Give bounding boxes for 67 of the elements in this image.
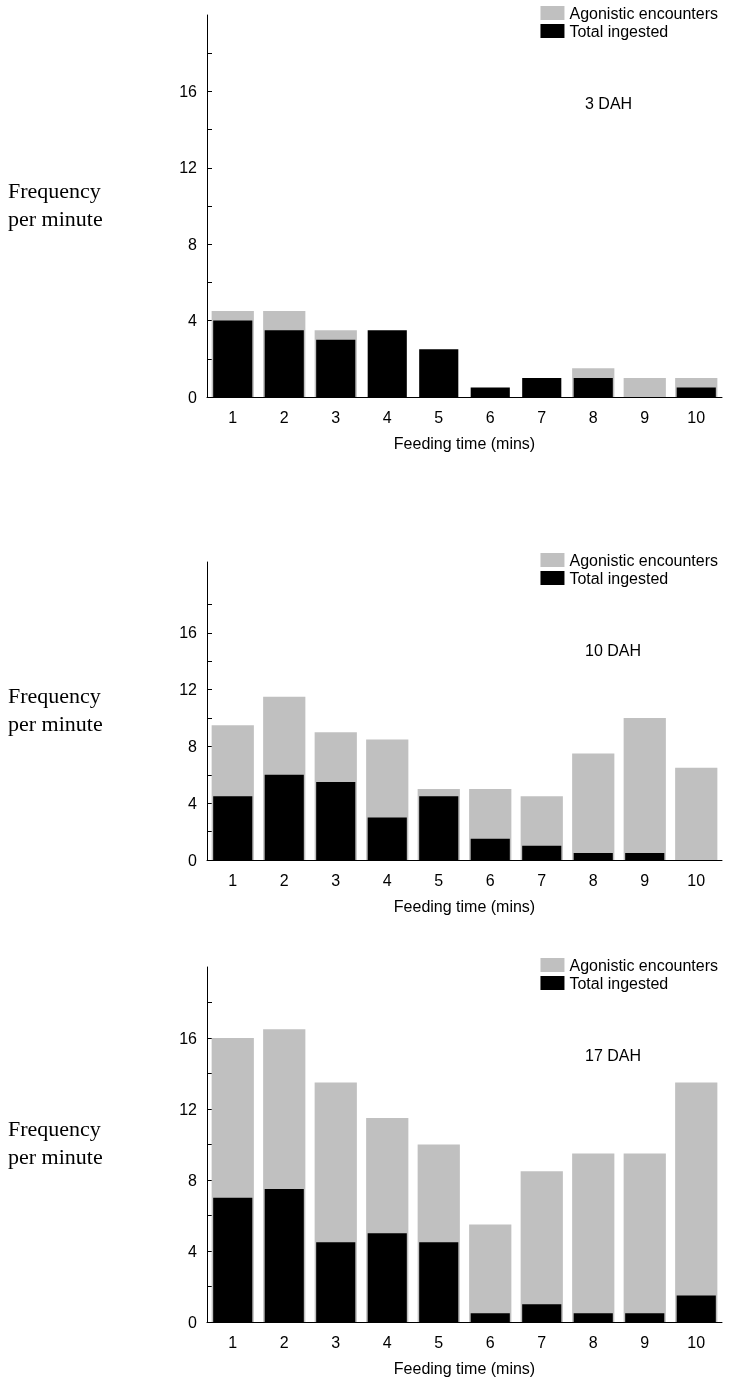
y-axis-title: Frequency per minute — [8, 682, 107, 736]
y-tick-label: 4 — [188, 794, 198, 812]
x-tick-label: 6 — [485, 871, 495, 889]
bar — [675, 767, 718, 860]
legend-label: Total ingested — [569, 569, 669, 587]
x-tick-label: 4 — [382, 1333, 392, 1351]
legend-label: Total ingested — [569, 22, 669, 40]
x-tick-label: 3 — [331, 871, 341, 889]
y-tick-label: 4 — [188, 1242, 198, 1260]
legend-label: Total ingested — [569, 974, 669, 992]
legend-label: Agonistic encounters — [569, 956, 718, 974]
y-tick-label: 12 — [179, 1100, 198, 1118]
annotation: 17 DAH — [585, 1046, 642, 1064]
y-tick-label: 8 — [188, 737, 198, 755]
bar — [623, 718, 666, 860]
x-tick-label: 10 — [687, 1333, 706, 1351]
y-axis-title: Frequency per minute — [8, 177, 107, 231]
y-tick-label: 12 — [179, 681, 198, 699]
x-tick-label: 2 — [279, 871, 289, 889]
y-tick-label: 0 — [188, 388, 198, 406]
x-axis-title: Feeding time (mins) — [393, 897, 536, 915]
x-tick-label: 4 — [382, 408, 392, 426]
x-axis-title: Feeding time (mins) — [393, 434, 536, 452]
x-tick-label: 9 — [640, 871, 650, 889]
x-tick-label: 1 — [228, 871, 238, 889]
y-axis-title: Frequency per minute — [8, 1116, 107, 1169]
x-tick-label: 6 — [485, 408, 495, 426]
x-tick-label: 5 — [434, 1333, 444, 1351]
legend-label: Agonistic encounters — [569, 4, 718, 22]
bar — [572, 753, 615, 860]
annotation: 10 DAH — [585, 641, 642, 659]
x-tick-label: 1 — [228, 408, 238, 426]
y-tick-label: 8 — [188, 1171, 198, 1189]
x-tick-label: 7 — [537, 408, 547, 426]
x-tick-label: 8 — [588, 871, 598, 889]
x-tick-label: 2 — [279, 1333, 289, 1351]
y-tick-label: 16 — [179, 1029, 198, 1047]
x-tick-label: 10 — [687, 408, 706, 426]
x-tick-label: 3 — [331, 1333, 341, 1351]
x-tick-label: 6 — [485, 1333, 495, 1351]
legend-label: Agonistic encounters — [569, 551, 718, 569]
x-tick-label: 9 — [640, 408, 650, 426]
x-tick-label: 1 — [228, 1333, 238, 1351]
x-tick-label: 3 — [331, 408, 341, 426]
y-tick-label: 12 — [179, 159, 198, 177]
x-tick-label: 5 — [434, 408, 444, 426]
x-tick-label: 8 — [588, 408, 598, 426]
x-tick-label: 10 — [687, 871, 706, 889]
bar — [572, 1153, 615, 1322]
bar — [623, 1153, 666, 1322]
bar — [623, 377, 666, 397]
x-tick-label: 8 — [588, 1333, 598, 1351]
x-axis-title: Feeding time (mins) — [393, 1359, 536, 1377]
annotation: 3 DAH — [585, 94, 633, 112]
x-tick-label: 9 — [640, 1333, 650, 1351]
y-tick-label: 16 — [179, 624, 198, 642]
bar — [469, 1224, 512, 1322]
x-tick-label: 7 — [537, 1333, 547, 1351]
x-tick-label: 2 — [279, 408, 289, 426]
x-tick-label: 4 — [382, 871, 392, 889]
x-tick-label: 5 — [434, 871, 444, 889]
y-tick-label: 16 — [179, 82, 198, 100]
x-tick-label: 7 — [537, 871, 547, 889]
y-tick-label: 4 — [188, 312, 198, 330]
y-tick-label: 0 — [188, 851, 198, 869]
y-tick-label: 0 — [188, 1313, 198, 1331]
y-tick-label: 8 — [188, 235, 198, 253]
